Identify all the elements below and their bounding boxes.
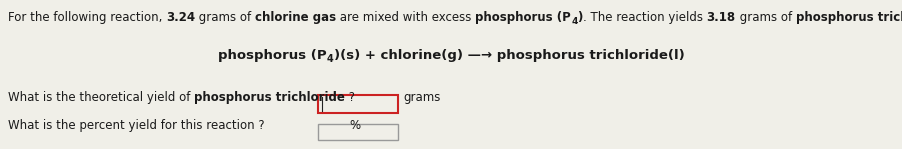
Text: phosphorus trichloride: phosphorus trichloride [795,11,902,24]
Bar [318,95,398,113]
Text: What is the theoretical yield of: What is the theoretical yield of [8,91,194,104]
Text: For the following reaction,: For the following reaction, [8,11,166,24]
Text: ?: ? [345,91,354,104]
Text: are mixed with excess: are mixed with excess [336,11,474,24]
Text: 3.18: 3.18 [706,11,735,24]
Text: grams of: grams of [735,11,795,24]
Text: What is the percent yield for this reaction ?: What is the percent yield for this react… [8,119,264,132]
Text: phosphorus trichloride: phosphorus trichloride [194,91,345,104]
Text: phosphorus (P: phosphorus (P [474,11,570,24]
Bar [318,124,398,140]
Text: %: % [349,119,360,132]
Text: phosphorus (P: phosphorus (P [218,49,327,62]
Text: grams of: grams of [195,11,255,24]
Text: 4: 4 [327,54,334,64]
Text: ): ) [577,11,582,24]
Text: 3.24: 3.24 [166,11,195,24]
Text: )(s) + chlorine(g) —→ phosphorus trichloride(l): )(s) + chlorine(g) —→ phosphorus trichlo… [334,49,684,62]
Text: . The reaction yields: . The reaction yields [582,11,706,24]
Text: grams: grams [402,91,440,104]
Text: 4: 4 [570,17,577,26]
Text: chlorine gas: chlorine gas [255,11,336,24]
